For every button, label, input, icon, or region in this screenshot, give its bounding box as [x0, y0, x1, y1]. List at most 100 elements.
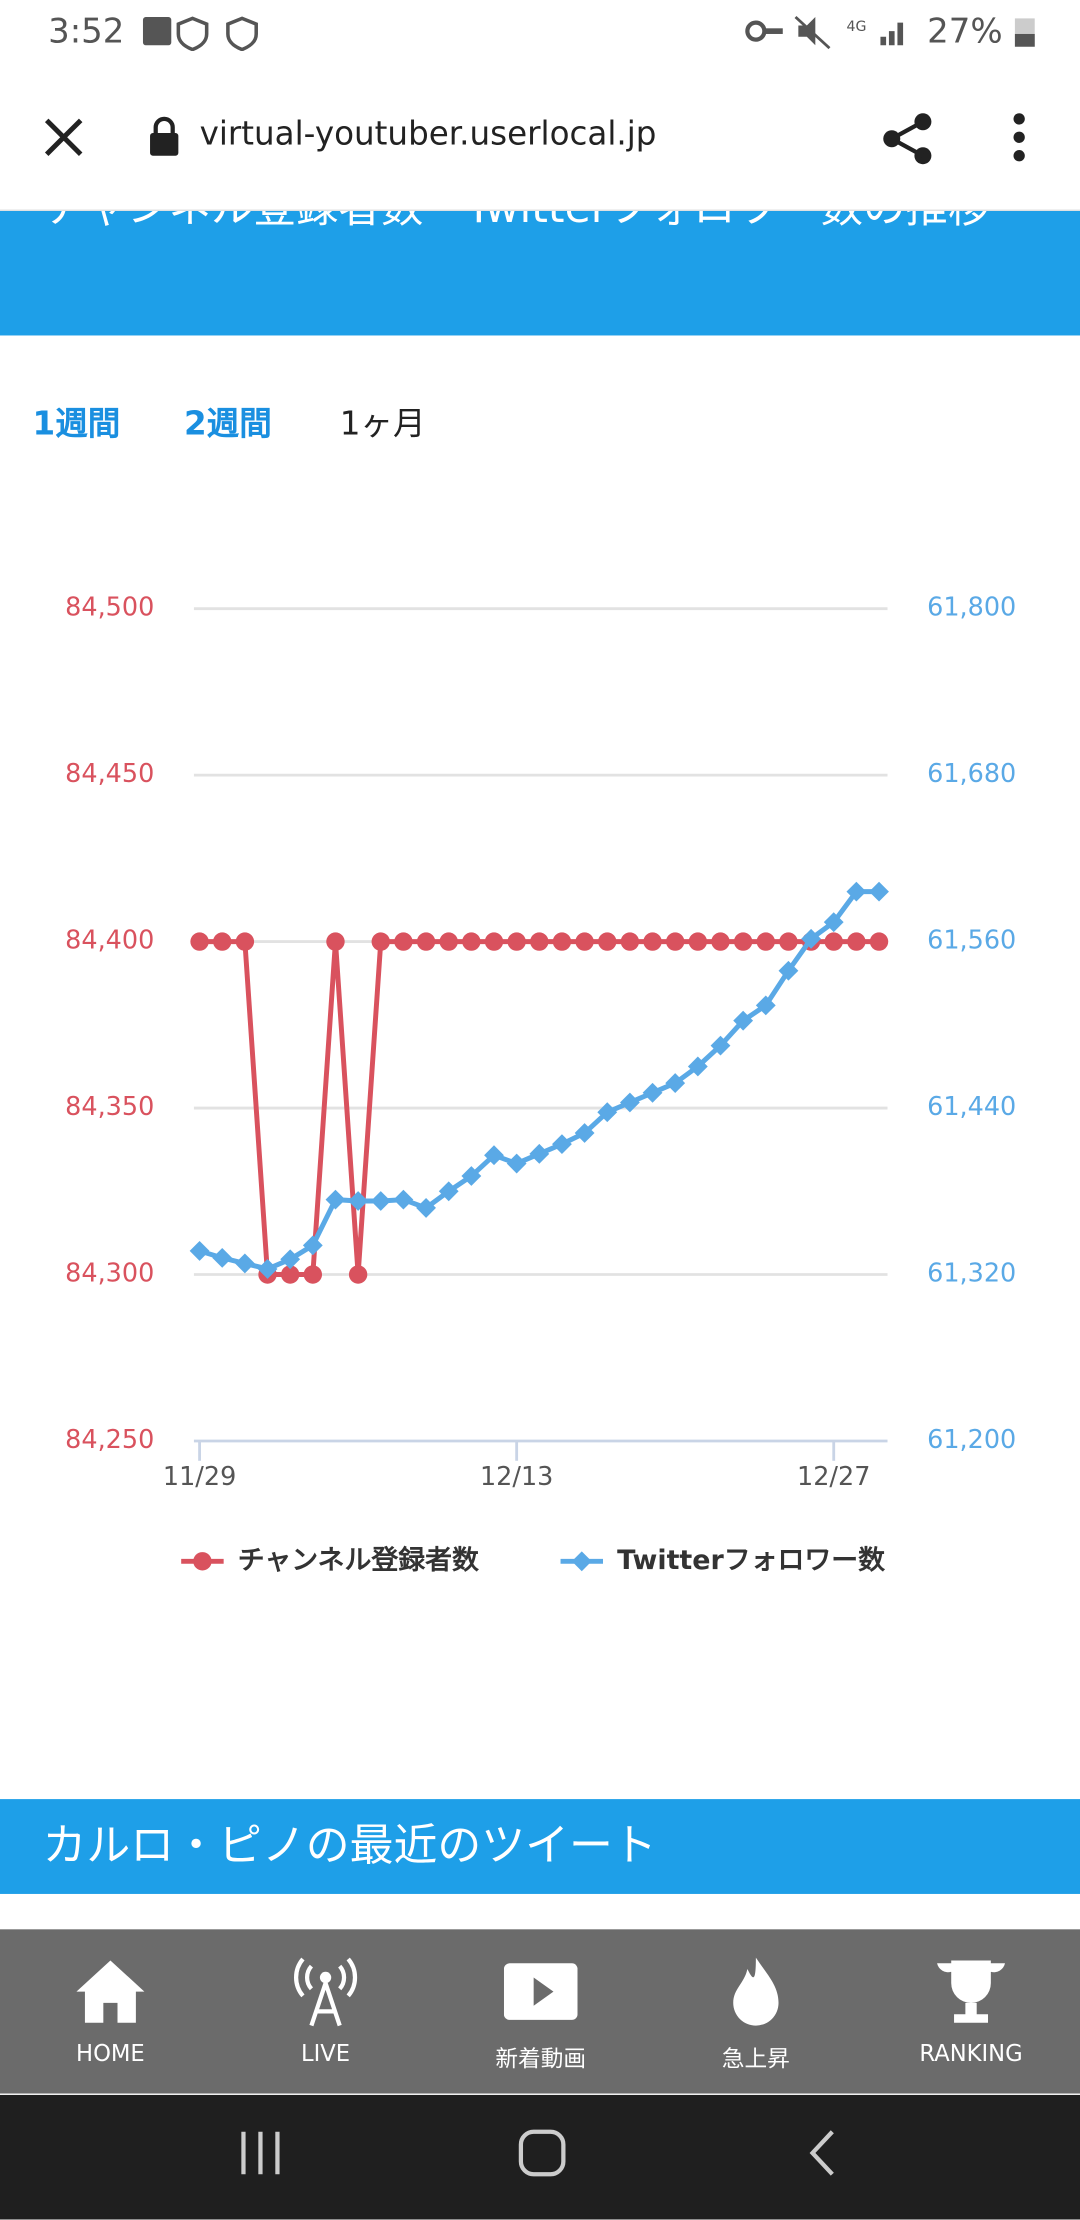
tab[interactable]: 1週間 — [32, 406, 121, 444]
svg-text:4G: 4G — [846, 19, 866, 35]
data-point — [325, 1189, 346, 1210]
data-point — [190, 932, 209, 951]
section-title: チャンネル登録者数・Twitterフォロワー数の推移 — [42, 209, 1075, 246]
data-point — [484, 1145, 504, 1166]
data-point — [462, 932, 481, 951]
status-bar: 3:52 4G 27% — [0, 0, 1080, 68]
live-icon — [294, 1957, 358, 2027]
data-point — [280, 1265, 300, 1284]
nav-label: 新着動画 — [495, 2045, 587, 2073]
nav-item[interactable]: LIVE — [218, 1929, 433, 2093]
data-point — [530, 932, 549, 951]
data-point — [484, 932, 504, 951]
data-point — [575, 932, 594, 951]
tab[interactable]: 2週間 — [184, 406, 272, 444]
legend-label: チャンネル登録者数 — [238, 1544, 479, 1576]
data-point — [552, 932, 572, 951]
nav-label: HOME — [76, 2039, 145, 2067]
data-point — [847, 932, 866, 951]
data-point — [710, 1035, 731, 1056]
data-point — [711, 932, 730, 951]
nav-label: RANKING — [919, 2039, 1023, 2067]
data-point — [371, 932, 390, 951]
data-point — [756, 932, 775, 951]
close-button[interactable] — [42, 116, 84, 158]
data-point — [598, 932, 617, 951]
data-point — [824, 932, 843, 951]
browser-bar: virtual-youtuber.userlocal.jp — [0, 67, 1080, 211]
data-point — [778, 960, 799, 981]
bottom-nav: HOME LIVE 新着動画 急上昇 RANKING — [0, 1929, 1080, 2094]
data-point — [235, 932, 255, 951]
y-tick-label: 84,300 — [65, 1259, 154, 1289]
data-point — [779, 932, 798, 951]
y2-tick-label: 61,560 — [927, 926, 1016, 956]
data-point — [665, 932, 685, 951]
y2-tick-label: 61,200 — [927, 1425, 1016, 1455]
x-tick-label: 12/13 — [480, 1462, 553, 1492]
x-tick-label: 11/29 — [163, 1462, 236, 1492]
data-point — [416, 932, 436, 951]
x-tick-label: 12/27 — [797, 1462, 870, 1492]
y2-tick-label: 61,320 — [927, 1259, 1016, 1289]
chart: 84,250 84,300 84,350 84,400 84,450 84,500 61,2… — [65, 593, 1016, 1576]
data-point — [212, 1247, 233, 1268]
data-point — [643, 932, 662, 951]
nav-item[interactable]: 急上昇 — [648, 1929, 863, 2093]
menu-button[interactable] — [1008, 110, 1031, 167]
legend-marker — [571, 1551, 592, 1572]
data-point — [303, 1265, 323, 1284]
data-point — [394, 932, 413, 951]
data-point — [755, 995, 776, 1016]
system-nav-icons — [241, 2129, 834, 2177]
data-point — [869, 881, 889, 902]
data-point — [733, 932, 753, 951]
section-header: チャンネル登録者数・Twitterフォロワー数の推移 — [0, 209, 1080, 336]
data-point — [439, 932, 458, 951]
fire-icon — [733, 1957, 779, 2026]
data-point — [688, 932, 708, 951]
data-point — [507, 932, 526, 951]
home-icon — [76, 1960, 145, 2023]
data-point — [461, 1166, 482, 1186]
battery-level: 27% — [927, 11, 1003, 51]
trophy-icon — [937, 1960, 1006, 2023]
data-point — [257, 1259, 278, 1279]
status-icons — [142, 16, 258, 51]
url[interactable]: virtual-youtuber.userlocal.jp — [199, 116, 657, 153]
data-point — [370, 1191, 391, 1211]
nav-item[interactable]: RANKING — [863, 1929, 1078, 2093]
data-point — [642, 1082, 663, 1103]
share-button[interactable] — [880, 110, 937, 167]
legend-marker — [193, 1552, 212, 1571]
y-tick-label: 84,450 — [65, 759, 154, 789]
y-tick-label: 84,250 — [65, 1425, 154, 1455]
y-tick-label: 84,350 — [65, 1092, 154, 1122]
data-point — [302, 1235, 323, 1256]
y2-tick-label: 61,440 — [927, 1092, 1016, 1122]
data-point — [869, 932, 889, 951]
nav-label: 急上昇 — [721, 2045, 790, 2073]
lock-icon — [150, 116, 179, 156]
status-icons-right: 4G — [745, 15, 904, 50]
y-tick-label: 84,500 — [65, 593, 154, 623]
nav-item[interactable]: HOME — [3, 1929, 218, 2093]
data-point — [687, 1056, 708, 1077]
video-icon — [503, 1963, 578, 2020]
data-point — [213, 932, 232, 951]
data-point — [326, 932, 345, 951]
data-point — [189, 1241, 210, 1261]
data-point — [620, 932, 640, 951]
data-point — [234, 1253, 255, 1274]
nav-item[interactable]: 新着動画 — [433, 1929, 648, 2093]
y2-tick-label: 61,680 — [927, 759, 1016, 789]
data-point — [597, 1102, 618, 1123]
data-point — [348, 1265, 368, 1284]
system-nav — [0, 2094, 1080, 2220]
tab-active[interactable]: 1ヶ月 — [339, 406, 426, 444]
banner: カルロ・ピノの最近のツイート — [0, 1799, 1080, 1894]
legend-label: Twitterフォロワー数 — [617, 1545, 885, 1576]
y2-tick-label: 61,800 — [927, 593, 1016, 623]
